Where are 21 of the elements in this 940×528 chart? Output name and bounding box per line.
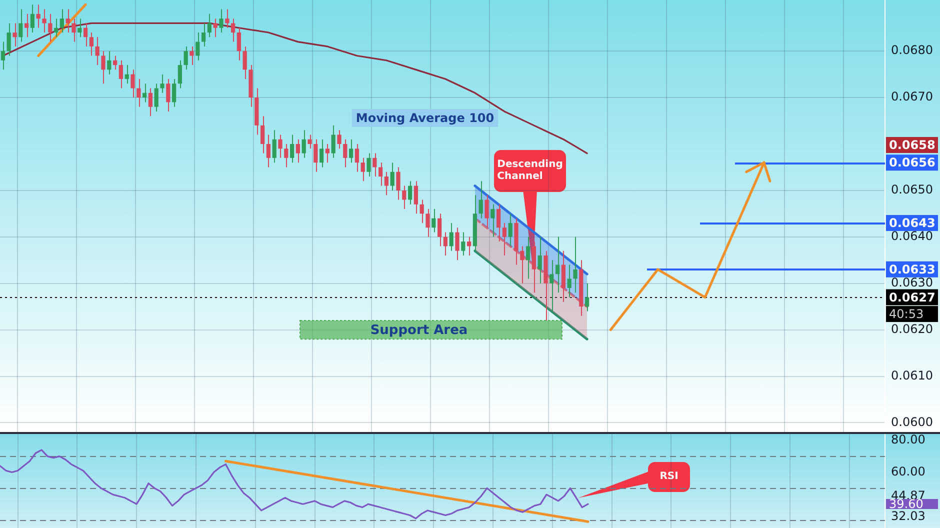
text: 40:53 xyxy=(889,307,924,322)
y-tick-label: 0.0620 xyxy=(891,322,933,336)
ref-line-label: 0.0633 xyxy=(889,262,936,277)
y-tick-label: 0.0680 xyxy=(891,43,933,58)
ref-line-label: 0.0656 xyxy=(889,156,936,170)
y-tick-label: 80.00 xyxy=(891,432,926,446)
ref-line-label: 0.0643 xyxy=(889,216,936,230)
y-tick-label: 0.0600 xyxy=(891,414,933,429)
ref-line-label: 0.0627 xyxy=(889,290,936,304)
y-tick-label: 0.0640 xyxy=(891,229,933,244)
y-tick-label: 32.03 xyxy=(891,508,926,523)
y-tick-label: 0.0610 xyxy=(891,368,933,382)
y-tick-label: 0.0630 xyxy=(891,275,933,290)
y-tick-label: 0.0670 xyxy=(891,90,933,104)
series-label: Moving Average 100 xyxy=(356,111,494,126)
y-tick-label: 60.00 xyxy=(891,464,926,478)
y-tick-label: 0.0650 xyxy=(891,182,933,197)
text: RSI xyxy=(658,471,680,483)
band-label: Support Area xyxy=(370,323,468,338)
text: 0.0658 xyxy=(889,138,936,152)
annotation: Descending Channel xyxy=(496,159,564,183)
